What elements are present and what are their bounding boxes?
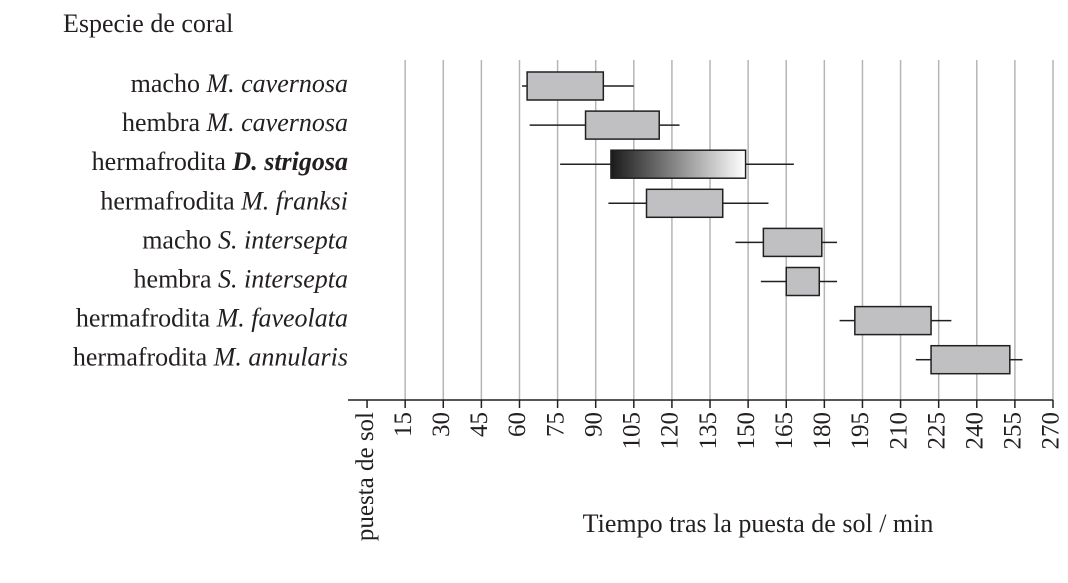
x-tick-label: puesta de sol [352, 412, 379, 541]
x-tick-label: 270 [1038, 412, 1065, 450]
category-label: hermafrodita M. franksi [100, 186, 348, 215]
box [584, 110, 660, 140]
x-tick-label: 195 [847, 412, 874, 450]
box [854, 305, 932, 336]
category-label: macho S. intersepta [142, 225, 348, 254]
category-species: S. intersepta [218, 264, 348, 293]
category-group: hermafrodita [100, 186, 235, 215]
x-tick-label: 75 [542, 412, 569, 437]
x-tick-label: 30 [428, 412, 455, 437]
x-tick-label: 90 [580, 412, 607, 437]
x-tick-label: 60 [504, 412, 531, 437]
x-tick-label: 120 [657, 412, 684, 450]
x-tick-label: 135 [695, 412, 722, 450]
x-tick-label: 240 [962, 412, 989, 450]
category-label: hembra S. intersepta [134, 264, 348, 293]
category-species: M. franksi [240, 186, 348, 215]
box [610, 149, 747, 179]
x-tick-label: 165 [771, 412, 798, 450]
category-species: M. cavernosa [205, 69, 348, 98]
category-label: hermafrodita M. faveolata [76, 304, 348, 333]
category-group: hembra [122, 108, 200, 137]
category-label: hembra M. cavernosa [122, 108, 348, 137]
category-group: hermafrodita [73, 343, 208, 372]
category-species: S. intersepta [218, 225, 348, 254]
x-axis-label: Tiempo tras la puesta de sol / min [583, 509, 934, 538]
x-tick-label: 15 [390, 412, 417, 437]
category-label: macho M. cavernosa [131, 69, 348, 98]
category-species: M. annularis [213, 343, 348, 372]
box [526, 71, 605, 101]
x-tick-label: 150 [733, 412, 760, 450]
chart-title: Especie de coral [63, 9, 233, 38]
category-species: D. strigosa [231, 147, 348, 176]
x-tick-label: 180 [809, 412, 836, 450]
category-group: hermafrodita [76, 304, 211, 333]
category-group: macho [142, 225, 211, 254]
category-group: hembra [134, 264, 212, 293]
box [930, 344, 1011, 375]
category-label: hermafrodita D. strigosa [92, 147, 348, 176]
box [785, 266, 821, 297]
category-species: M. faveolata [216, 304, 348, 333]
category-label: hermafrodita M. annularis [73, 343, 348, 372]
x-tick-label: 45 [466, 412, 493, 437]
category-group: hermafrodita [92, 147, 227, 176]
x-tick-label: 210 [885, 412, 912, 450]
x-tick-label: 105 [619, 412, 646, 450]
category-group: macho [131, 69, 200, 98]
box [762, 227, 823, 258]
box [645, 188, 724, 219]
x-tick-label: 255 [1000, 412, 1027, 450]
category-species: M. cavernosa [205, 108, 348, 137]
x-tick-label: 225 [923, 412, 950, 450]
